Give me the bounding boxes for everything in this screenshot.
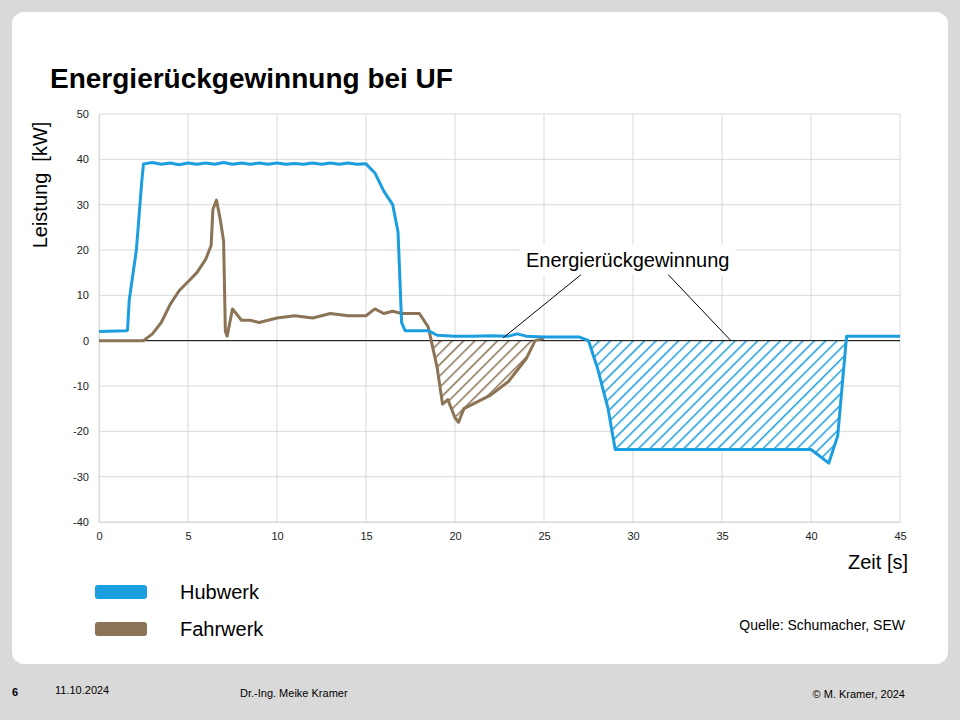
y-tick: 30	[77, 199, 99, 211]
annotation-text: Energierückgewinnung	[526, 249, 729, 271]
x-tick: 10	[271, 522, 283, 542]
plot-area	[99, 163, 900, 464]
series-line	[99, 163, 900, 464]
y-tick-label: 50	[77, 108, 89, 120]
grid-line-x	[544, 114, 545, 522]
legend-swatch	[95, 622, 147, 636]
x-tick: 25	[538, 522, 550, 542]
annotation-background	[520, 245, 735, 275]
grid-line-y	[99, 250, 900, 251]
grid-line-x	[366, 114, 367, 522]
y-tick: 20	[77, 244, 99, 256]
grid-line-y	[99, 159, 900, 160]
legend: Hubwerk Fahrwerk	[95, 581, 264, 640]
y-tick: 0	[83, 335, 99, 347]
x-tick-label: 40	[805, 530, 817, 542]
slide-background	[0, 0, 960, 720]
x-tick-label: 35	[716, 530, 728, 542]
grid-line-x	[455, 114, 456, 522]
x-tick-label: 15	[360, 530, 372, 542]
recovery-areas	[99, 341, 900, 463]
grid-line-y	[99, 114, 900, 115]
zero-line	[99, 340, 900, 341]
y-axis: -40 -30 -20 -10 0 10 20 30 40 50	[73, 108, 99, 528]
x-tick-label: 20	[449, 530, 461, 542]
y-tick-label: -20	[73, 425, 89, 437]
legend-label: Hubwerk	[180, 581, 260, 603]
y-tick-label: -10	[73, 380, 89, 392]
x-tick: 35	[716, 522, 728, 542]
legend-swatch	[95, 585, 147, 599]
x-axis-line	[100, 522, 901, 523]
y-axis-title: Leistung [kW]	[29, 122, 51, 249]
x-tick: 5	[185, 522, 191, 542]
footer-author: Dr.-Ing. Meike Kramer	[240, 687, 348, 699]
x-tick: 0	[96, 522, 102, 542]
x-tick-label: 0	[96, 530, 102, 542]
y-tick: -30	[73, 471, 99, 483]
annotation-pointer	[503, 275, 581, 338]
y-tick: -10	[73, 380, 99, 392]
grid-line-x	[811, 114, 812, 522]
x-tick: 40	[805, 522, 817, 542]
grid-line-x	[188, 114, 189, 522]
y-tick: 40	[77, 153, 99, 165]
grid-line-y	[99, 295, 900, 296]
x-tick: 20	[449, 522, 461, 542]
slide-panel	[12, 12, 948, 664]
y-tick: 10	[77, 289, 99, 301]
annotation: Energierückgewinnung	[503, 245, 735, 341]
y-tick: 50	[77, 108, 99, 120]
grid-line-x	[633, 114, 634, 522]
y-tick-label: 20	[77, 244, 89, 256]
x-tick-label: 30	[627, 530, 639, 542]
recovery-area	[99, 341, 544, 423]
x-tick-label: 5	[185, 530, 191, 542]
x-tick: 30	[627, 522, 639, 542]
y-tick-label: -30	[73, 471, 89, 483]
x-tick: 45	[894, 522, 906, 542]
grid-line-y	[99, 340, 900, 341]
grid-line-x	[722, 114, 723, 522]
grid-line-y	[99, 522, 900, 523]
legend-label: Fahrwerk	[180, 618, 264, 640]
source-note: Quelle: Schumacher, SEW	[739, 617, 906, 633]
y-tick-label: 10	[77, 289, 89, 301]
y-axis-line	[99, 115, 100, 523]
y-tick: -20	[73, 425, 99, 437]
y-tick-label: 30	[77, 199, 89, 211]
footer-copyright: © M. Kramer, 2024	[813, 688, 905, 700]
recovery-area	[99, 341, 900, 463]
x-axis-title: Zeit [s]	[848, 551, 908, 573]
y-tick-label: 0	[83, 335, 89, 347]
x-tick-label: 45	[894, 530, 906, 542]
x-tick-label: 10	[271, 530, 283, 542]
y-tick-label: 40	[77, 153, 89, 165]
chart-title: Energierückgewinnung bei UF	[50, 63, 453, 94]
x-tick: 15	[360, 522, 372, 542]
footer-date: 11.10.2024	[55, 684, 109, 696]
annotation-pointer	[668, 275, 731, 341]
x-tick-label: 25	[538, 530, 550, 542]
grid-line-y	[99, 204, 900, 205]
grid-line-x	[900, 114, 901, 522]
grid-line-x	[99, 114, 100, 522]
grid-line-y	[99, 476, 900, 477]
grid	[99, 114, 900, 522]
x-axis: 0 5 10 15 20 25 30 35 40 45	[96, 522, 906, 542]
slide: Energierückgewinnung bei UF 0 5 10 15 20 25 30 3…	[0, 0, 960, 720]
y-tick-label: -40	[73, 516, 89, 528]
series-line	[99, 200, 544, 422]
page-number: 6	[12, 686, 18, 698]
y-tick: -40	[73, 516, 99, 528]
